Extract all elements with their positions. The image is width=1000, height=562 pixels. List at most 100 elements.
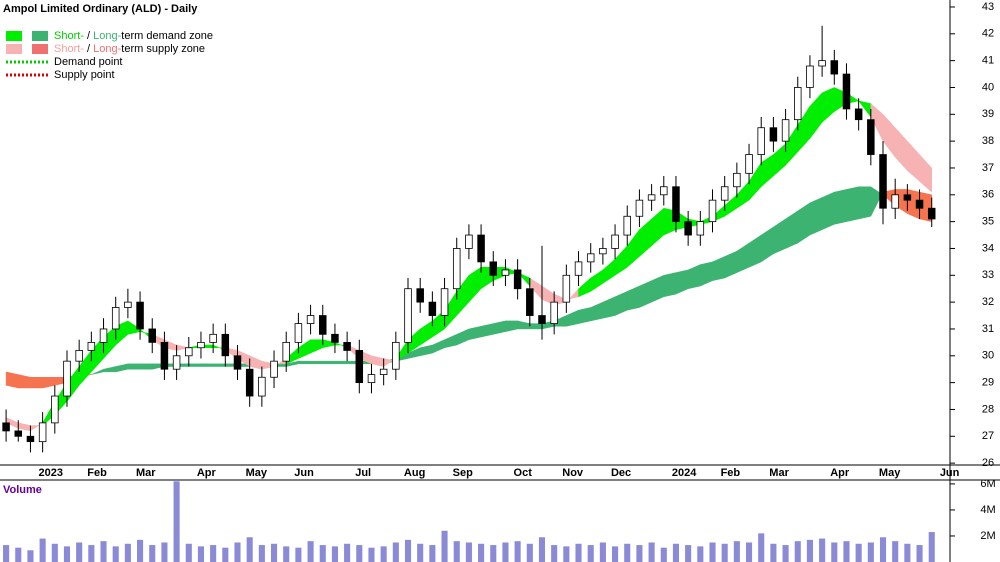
candle-body [635,199,644,217]
zone-band [200,363,214,367]
x-tick-label: Dec [611,467,631,479]
candle-body [623,215,631,236]
volume-tick-label: 2M [980,530,995,542]
candle-body [87,341,96,351]
candle-body [63,360,71,397]
candle-body [538,315,546,324]
zone-band [821,191,835,231]
volume-bar [100,541,107,562]
volume-bar [185,543,192,562]
zone-band [310,360,324,365]
volume-bar [758,533,765,562]
zone-band [529,323,543,330]
volume-bar [283,546,290,562]
candle-body [696,221,705,236]
candle-body [379,368,388,375]
zone-band [760,154,774,188]
volume-bar [392,542,399,562]
volume-bar [721,543,728,562]
candle-body [501,269,510,276]
zone-band [18,422,31,432]
legend-swatch [32,31,48,41]
volume-bar [307,541,314,562]
volume-bar [210,545,217,562]
zone-band [700,261,713,287]
candle-body [903,194,912,201]
candle-body [720,186,729,201]
candle-body [136,301,144,330]
zone-band [432,339,445,354]
legend-label: Short- / Long-term supply zone [54,43,205,55]
legend-label: Demand point [54,56,123,68]
zone-band [736,242,750,273]
zone-band [115,363,129,373]
volume-bar [88,545,95,562]
zone-band [42,377,56,389]
candle-body [172,355,181,370]
zone-band [468,325,482,341]
zone-band [566,309,579,327]
legend-text: / [84,43,93,55]
zone-band [639,280,652,308]
volume-bar [63,546,71,562]
volume-bar [246,537,253,562]
volume-bar [709,542,716,562]
candle-body [26,435,35,443]
volume-bar [331,546,338,562]
volume-bar [15,547,22,562]
volume-bar [624,543,631,562]
y-tick-label: 35 [982,216,994,228]
x-tick-label: Jul [355,467,371,479]
candle-body [343,341,351,351]
zone-band [371,355,384,367]
y-tick-label: 27 [982,430,994,442]
legend-label: Supply point [54,69,115,81]
zone-band [907,140,920,182]
y-tick-label: 31 [982,323,994,335]
volume-bar [587,545,594,562]
candle-body [757,127,765,155]
zone-band [785,210,799,249]
candle-body [99,328,108,343]
x-tick-label: Aug [404,467,425,479]
zone-band [468,266,482,303]
axes: 26 27 28 29 30 31 32 33 34 35 36 37 38 39 40 41 42 43 2M 4M… [39,1,996,542]
zone-band [809,197,823,236]
candle-body [428,301,437,316]
volume-bar [295,547,302,562]
candle-body [270,360,278,378]
volume-bar [892,541,899,562]
legend-swatch [32,44,48,54]
volume-label: Volume [3,484,42,496]
zone-band [760,226,774,263]
legend-swatch [6,31,22,41]
volume-bar [453,541,460,562]
volume-bar [526,543,533,562]
zone-band [773,218,786,255]
candle-body [245,368,254,397]
x-tick-label: Nov [562,467,584,479]
y-tick-label: 39 [982,108,994,120]
volume-bar [697,546,704,562]
candle-body [806,65,814,88]
candle-body [891,194,899,209]
x-tick-label: Sep [453,467,473,479]
legend-text: term demand zone [121,30,213,42]
candle-body [599,248,607,255]
volume-bar [490,545,497,562]
candle-body [160,341,169,370]
zone-band [127,363,141,370]
legend-text: Short- [54,43,84,55]
y-tick-label: 28 [982,403,994,415]
candle-body [233,355,242,370]
candle-body [477,234,485,263]
zone-band [626,285,640,311]
volume-bar [843,541,850,562]
y-tick-label: 36 [982,189,994,201]
candle-body [440,288,449,316]
candle-body [392,341,400,370]
candle-body [660,186,668,196]
y-tick-label: 32 [982,296,994,308]
